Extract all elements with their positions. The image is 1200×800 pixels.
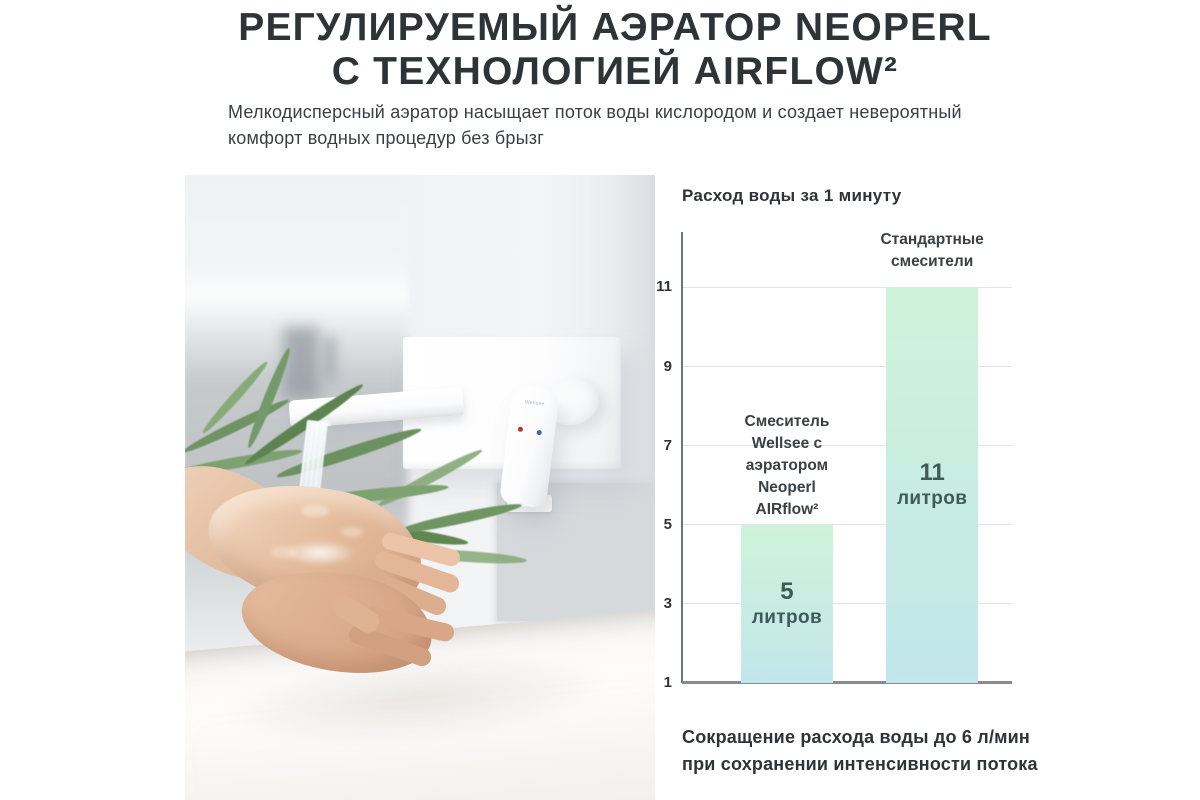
y-axis-line xyxy=(681,232,683,683)
faucet-brand-label: Wellsee xyxy=(524,399,545,408)
hot-indicator-dot xyxy=(517,426,524,433)
category-line: смесители xyxy=(891,253,974,271)
gridline xyxy=(683,286,1012,288)
category-line: аэратором xyxy=(745,456,829,474)
caption-line2: при сохранении интенсивности потока xyxy=(682,754,1038,774)
page-subtitle: Мелкодисперсный аэратор насыщает поток в… xyxy=(228,99,988,151)
category-line: Смеситель xyxy=(744,412,830,430)
bar-value: 5 xyxy=(780,577,794,605)
water-splash xyxy=(285,541,355,565)
y-tick-label: 1 xyxy=(663,674,672,691)
chart-title: Расход воды за 1 минуту xyxy=(682,186,902,205)
category-line: Wellsee с xyxy=(751,434,823,452)
bar: 11 литров xyxy=(886,287,979,683)
y-tick-label: 5 xyxy=(663,515,672,533)
bar-value-label: 11 литров xyxy=(886,287,978,683)
subtitle-line2: комфорт водных процедур без брызг xyxy=(228,128,544,148)
gridline xyxy=(683,366,1012,367)
cold-indicator-dot xyxy=(536,429,542,436)
water-shine xyxy=(341,527,363,537)
page-title-line1: РЕГУЛИРУЕМЫЙ АЭРАТОР NEOPERL xyxy=(238,6,992,49)
water-shine xyxy=(271,547,297,558)
bar-unit: литров xyxy=(896,488,968,510)
bar-category-label: Стандартные смесители xyxy=(832,229,1032,273)
y-tick-label: 11 xyxy=(656,278,672,296)
bar-category-label: Смеситель Wellsee с аэратором Neoperl AIRflo… xyxy=(687,411,887,521)
caption-line1: Сокращение расхода воды до 6 л/мин xyxy=(682,727,1031,747)
gridline xyxy=(683,445,1012,447)
page-title: РЕГУЛИРУЕМЫЙ АЭРАТОР NEOPERL С ТЕХНОЛОГИ… xyxy=(15,6,1200,94)
blurred-object xyxy=(283,327,319,399)
bar-value-label: 5 литров xyxy=(741,525,833,683)
chart-caption: Сокращение расхода воды до 6 л/мин при с… xyxy=(682,724,1062,778)
bar-unit: литров xyxy=(751,606,823,628)
blurred-object xyxy=(325,337,335,381)
chart-plot: 11 9 7 5 3 1 5 литров Смеситель Wellsee с аэраторо… xyxy=(656,231,1012,691)
y-tick-label: 3 xyxy=(663,594,672,612)
category-line: Neoperl xyxy=(758,478,816,496)
x-axis-line xyxy=(682,681,1012,684)
product-photo: Wellsee xyxy=(185,175,655,800)
page-title-line2: С ТЕХНОЛОГИЕЙ AIRFLOW² xyxy=(331,50,899,93)
bar-value: 11 xyxy=(919,459,945,487)
category-line: AIRflow² xyxy=(755,500,819,518)
gridline xyxy=(683,603,1012,605)
water-shine xyxy=(301,505,329,517)
category-line: Стандартные xyxy=(880,231,984,249)
y-tick-label: 7 xyxy=(663,436,672,454)
y-tick-label: 9 xyxy=(663,357,672,375)
subtitle-line1: Мелкодисперсный аэратор насыщает поток в… xyxy=(228,102,962,122)
bar: 5 литров xyxy=(740,524,833,683)
gridline xyxy=(683,524,1012,526)
